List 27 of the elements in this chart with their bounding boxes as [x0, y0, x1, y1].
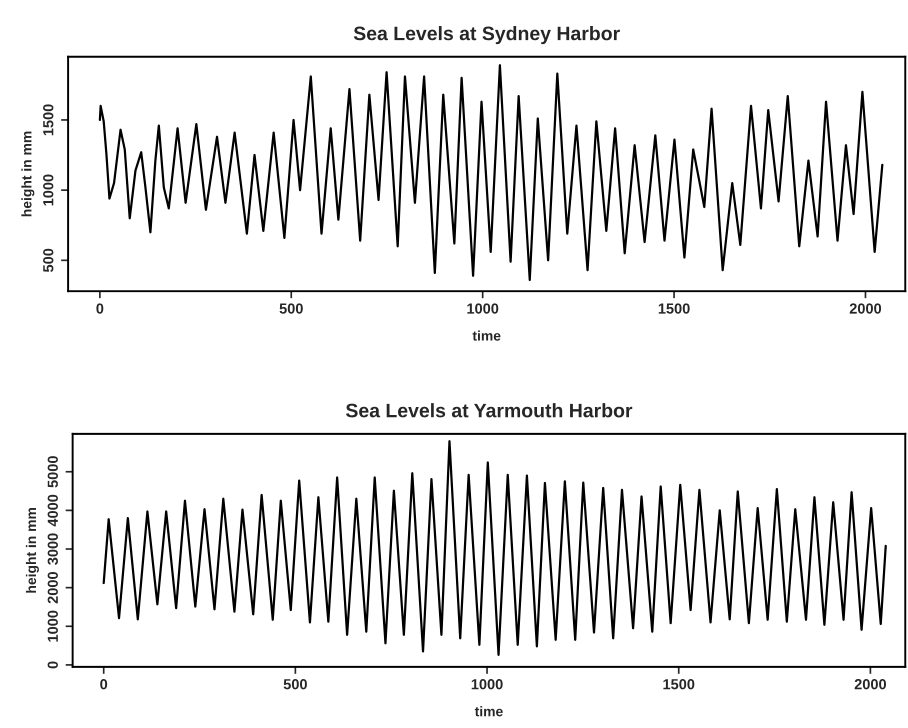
x-tick-label: 500	[280, 303, 303, 314]
x-axis-title: time	[474, 706, 503, 716]
y-tick-label: 500	[43, 248, 54, 272]
x-axis-title: time	[472, 330, 500, 341]
y-axis-title: height in mm	[21, 132, 34, 216]
chart-title: Sea Levels at Yarmouth Harbor	[346, 403, 632, 418]
x-tick-label: 1000	[472, 679, 503, 690]
x-tick-label: 0	[100, 679, 108, 690]
y-tick-label: 0	[48, 661, 58, 668]
x-tick-label: 2000	[854, 679, 886, 690]
x-tick-label: 500	[284, 679, 307, 690]
y-tick-label: 5000	[48, 456, 58, 488]
x-tick-label: 1000	[467, 303, 498, 314]
line-series	[98, 64, 884, 282]
x-tick-label: 1500	[663, 679, 694, 690]
y-tick-label: 3000	[48, 533, 58, 565]
line-series	[102, 440, 887, 656]
y-axis-title: height in mm	[26, 508, 39, 593]
x-tick-label: 1500	[658, 303, 690, 314]
x-tick-label: 2000	[850, 303, 882, 314]
y-tick-label: 1500	[43, 104, 54, 136]
y-tick-label: 1000	[43, 174, 54, 206]
chart-title: Sea Levels at Sydney Harbor	[354, 26, 620, 44]
y-tick-label: 4000	[48, 494, 58, 526]
y-tick-label: 2000	[48, 572, 58, 604]
x-tick-label: 0	[96, 303, 104, 314]
y-tick-label: 1000	[48, 610, 58, 642]
